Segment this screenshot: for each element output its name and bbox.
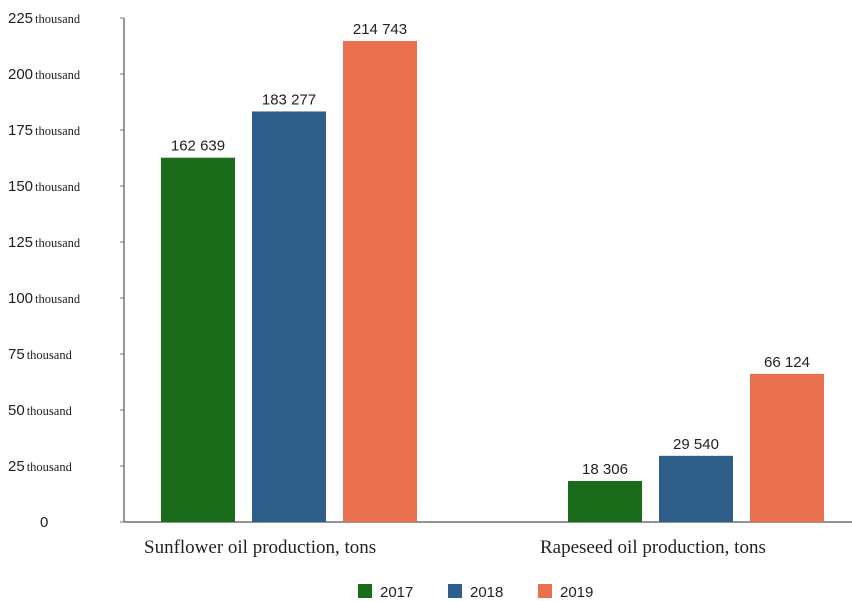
y-tick-label: 200 thousand (8, 66, 81, 83)
y-tick-label: 50 thousand (8, 402, 73, 419)
bar-value-labels: 162 639 183 277 214 743 18 306 29 540 66 124 (171, 21, 810, 478)
legend-swatch (448, 584, 462, 598)
bar (343, 40, 417, 523)
bar-value-label: 162 639 (171, 138, 225, 155)
y-tick-label: 25 thousand (8, 458, 73, 475)
chart-legend: 2017 2018 2019 (358, 584, 593, 601)
y-tick-label: 0 (40, 514, 48, 531)
x-category-label: Rapeseed oil production, tons (540, 537, 766, 558)
y-tick-unit: thousand (35, 236, 81, 250)
legend-swatch (358, 584, 372, 598)
y-tick-unit: thousand (27, 460, 73, 474)
x-category-label: Sunflower oil production, tons (144, 537, 376, 558)
y-tick-number: 50 (8, 402, 25, 419)
legend-label: 2017 (380, 584, 413, 601)
y-tick-number: 100 (8, 290, 33, 307)
y-tick-number: 0 (40, 514, 48, 531)
category-labels: Sunflower oil production, tons Rapeseed o… (144, 537, 766, 558)
y-tick-unit: thousand (27, 404, 73, 418)
bar-value-label: 29 540 (673, 436, 719, 453)
y-tick-unit: thousand (35, 180, 81, 194)
bar-value-label: 18 306 (582, 461, 628, 478)
y-tick-number: 75 (8, 346, 25, 363)
y-tick-number: 200 (8, 66, 33, 83)
y-tick-unit: thousand (35, 12, 81, 26)
bar (750, 373, 824, 522)
bar-value-label: 214 743 (353, 21, 407, 38)
bar (161, 157, 235, 522)
chart-bars (161, 40, 824, 523)
y-tick-unit: thousand (35, 292, 81, 306)
legend-swatch (538, 584, 552, 598)
y-tick-unit: thousand (35, 68, 81, 82)
y-tick-number: 25 (8, 458, 25, 475)
y-tick-label: 100 thousand (8, 290, 81, 307)
bar (659, 455, 733, 522)
bar (568, 480, 642, 522)
y-tick-unit: thousand (27, 348, 73, 362)
y-tick-label: 225 thousand (8, 10, 81, 27)
y-tick-number: 175 (8, 122, 33, 139)
y-tick-number: 225 (8, 10, 33, 27)
legend-label: 2019 (560, 584, 593, 601)
y-tick-label: 75 thousand (8, 346, 73, 363)
y-tick-label: 125 thousand (8, 234, 81, 251)
y-tick-label: 175 thousand (8, 122, 81, 139)
bar-value-label: 66 124 (764, 354, 810, 371)
bar (252, 111, 326, 522)
y-tick-number: 125 (8, 234, 33, 251)
y-tick-unit: thousand (35, 124, 81, 138)
legend-label: 2018 (470, 584, 503, 601)
y-tick-number: 150 (8, 178, 33, 195)
bar-value-label: 183 277 (262, 91, 316, 108)
y-tick-label: 150 thousand (8, 178, 81, 195)
